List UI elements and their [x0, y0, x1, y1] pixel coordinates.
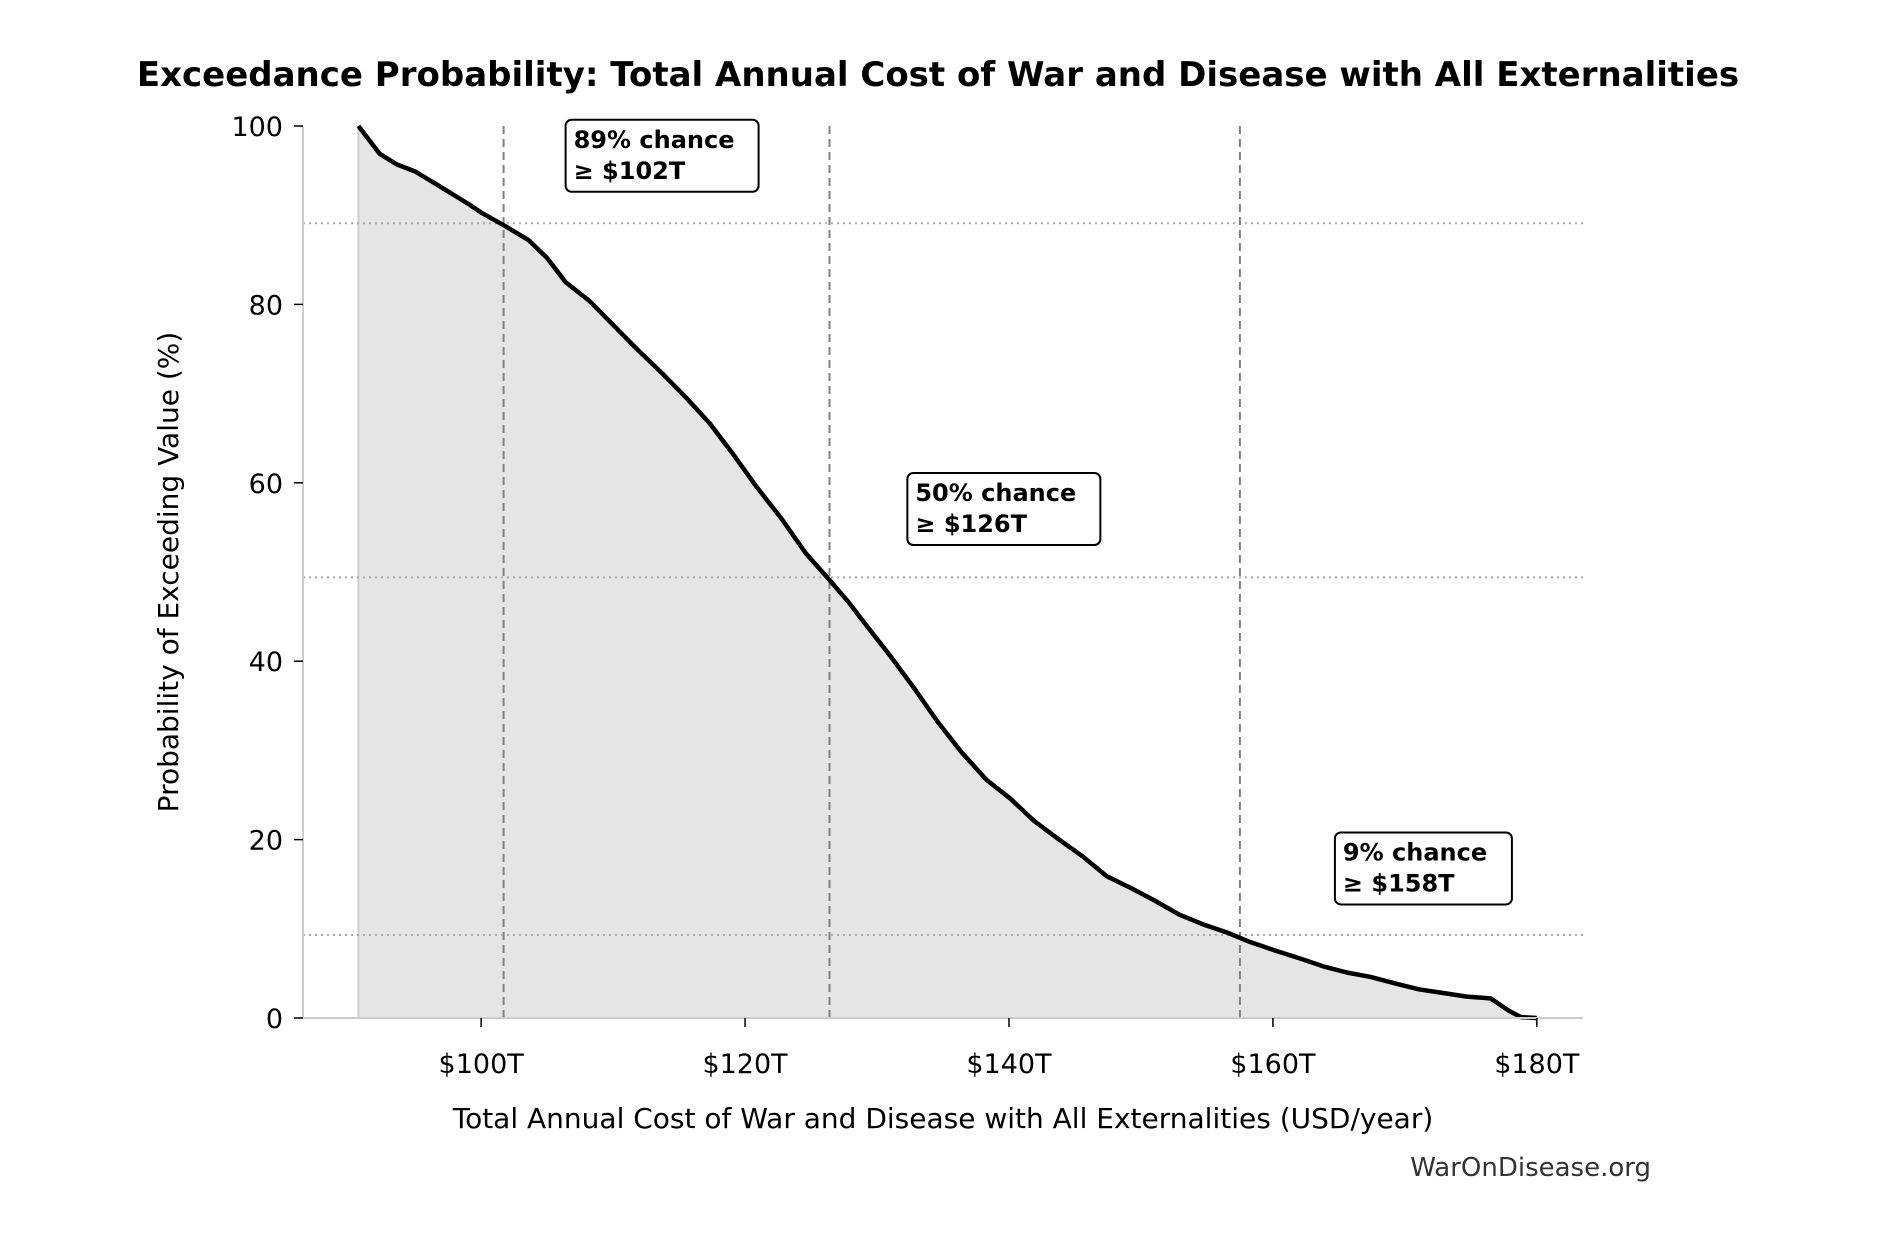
- plot-area: $100T $120T $140T $160T $180T 0 20 40 60 80 100 89%…: [231, 112, 1583, 1080]
- annotation-line1: 9% chance: [1343, 838, 1487, 866]
- chart-title: Exceedance Probability: Total Annual Cos…: [137, 55, 1739, 95]
- annotation-box-1: 50% chance ≥ $126T: [906, 471, 1102, 546]
- y-axis-label: Probability of Exceeding Value (%): [152, 332, 185, 813]
- annotation-line2: ≥ $102T: [574, 157, 686, 185]
- x-axis-label: Total Annual Cost of War and Disease wit…: [452, 1102, 1434, 1135]
- annotation-line1: 89% chance: [574, 126, 735, 154]
- annotation-line2: ≥ $158T: [1343, 869, 1455, 897]
- exceedance-curve: [356, 124, 1537, 1021]
- y-tick-label: 40: [249, 647, 283, 678]
- x-tick-label: $120T: [702, 1049, 788, 1080]
- x-tick-label: $180T: [1494, 1049, 1580, 1080]
- footer-source: WarOnDisease.org: [1410, 1153, 1651, 1183]
- annotation-frame: [564, 118, 760, 193]
- exceedance-area: [358, 126, 1537, 1018]
- y-tick-label: 20: [249, 826, 283, 857]
- annotation-frame: [1333, 831, 1513, 906]
- x-tick-label: $100T: [439, 1049, 525, 1080]
- y-tick-label: 60: [249, 469, 283, 500]
- x-tick-label: $160T: [1230, 1049, 1316, 1080]
- annotation-line2: ≥ $126T: [915, 510, 1027, 538]
- annotation-box-2: 9% chance ≥ $158T: [1333, 831, 1513, 906]
- annotation-frame: [906, 471, 1102, 546]
- y-tick-label: 0: [266, 1004, 283, 1035]
- y-tick-label: 100: [231, 112, 283, 143]
- annotation-box-0: 89% chance ≥ $102T: [564, 118, 760, 193]
- annotation-line1: 50% chance: [915, 479, 1076, 507]
- y-tick-label: 80: [249, 290, 283, 321]
- x-tick-label: $140T: [966, 1049, 1052, 1080]
